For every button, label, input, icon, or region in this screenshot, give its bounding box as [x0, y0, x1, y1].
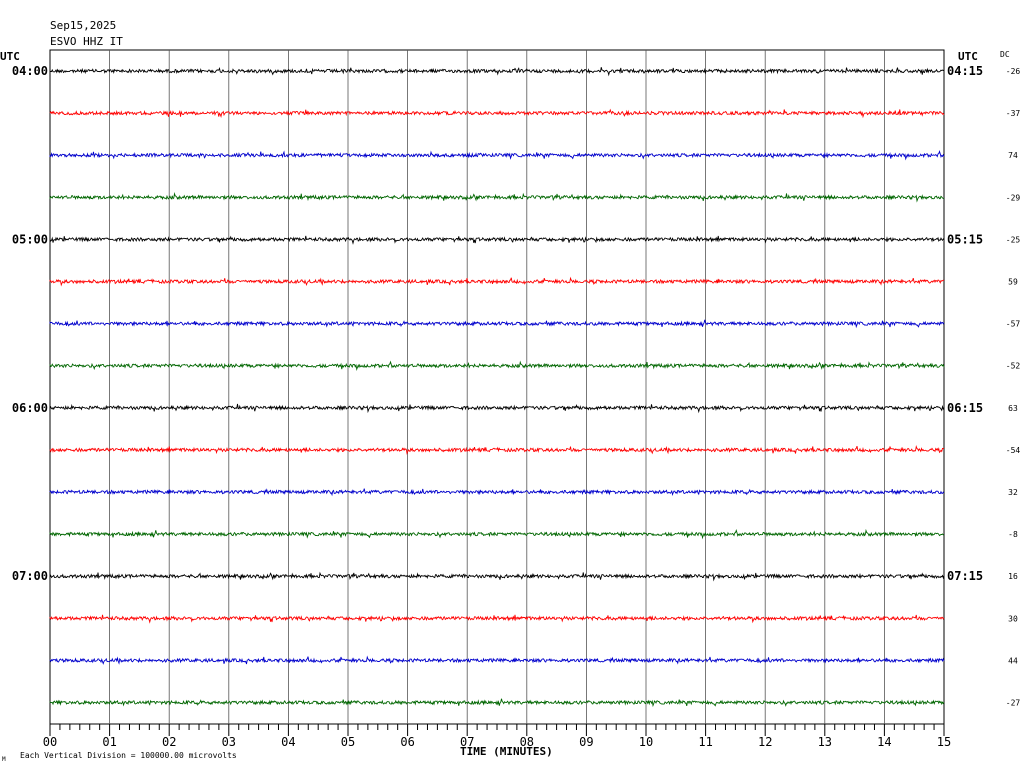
right-time-label: 07:15 [947, 569, 983, 583]
dc-offset-value: -37 [1006, 109, 1021, 118]
left-time-label: 05:00 [12, 232, 48, 246]
dc-offset-value: 63 [1008, 404, 1018, 413]
x-tick-label: 10 [639, 735, 653, 749]
dc-offset-value: -54 [1006, 446, 1021, 455]
x-axis-label: TIME (MINUTES) [460, 745, 553, 758]
dc-offset-value: -8 [1008, 530, 1018, 539]
left-utc-label: UTC [0, 50, 20, 63]
x-tick-label: 03 [222, 735, 236, 749]
x-tick-label: 06 [400, 735, 414, 749]
plot-frame [49, 49, 945, 725]
x-tick-label: 09 [579, 735, 593, 749]
left-time-label: 07:00 [12, 569, 48, 583]
dc-offset-value: -57 [1006, 320, 1021, 329]
x-tick-label: 01 [102, 735, 116, 749]
x-tick-label: 08 [520, 735, 534, 749]
seismic-trace [49, 319, 945, 329]
right-time-label: 04:15 [947, 64, 983, 78]
dc-offset-value: 30 [1008, 614, 1018, 623]
dc-offset-value: -27 [1006, 699, 1021, 708]
seismic-trace [49, 528, 945, 540]
right-time-label: 05:15 [947, 232, 983, 246]
x-tick-label: 00 [43, 735, 57, 749]
seismic-trace [49, 235, 945, 245]
dc-label: DC [1000, 50, 1010, 59]
x-tick-label: 11 [698, 735, 712, 749]
x-tick-label: 14 [877, 735, 891, 749]
seismic-trace [49, 276, 945, 287]
footer-mark: M [2, 756, 6, 763]
x-tick-label: 07 [460, 735, 474, 749]
seismic-trace [49, 488, 945, 497]
dc-offset-value: -29 [1006, 193, 1021, 202]
x-tick-label: 12 [758, 735, 772, 749]
right-time-label: 06:15 [947, 401, 983, 415]
seismic-trace [49, 444, 945, 455]
division-note: Each Vertical Division = 100000.00 micro… [20, 751, 237, 760]
dc-offset-value: -25 [1006, 235, 1021, 244]
dc-offset-value: -52 [1006, 362, 1021, 371]
station-label: ESVO HHZ IT [50, 35, 123, 48]
x-tick-label: 05 [341, 735, 355, 749]
dc-offset-value: -26 [1006, 67, 1021, 76]
seismic-trace [49, 698, 945, 708]
left-time-label: 04:00 [12, 64, 48, 78]
left-time-label: 06:00 [12, 401, 48, 415]
seismic-trace [49, 655, 945, 665]
dc-offset-value: 44 [1008, 656, 1018, 665]
seismic-trace [49, 67, 945, 77]
right-utc-label: UTC [958, 50, 978, 63]
x-tick-label: 04 [281, 735, 295, 749]
seismic-trace [49, 192, 945, 203]
x-tick-label: 02 [162, 735, 176, 749]
seismic-trace [49, 360, 945, 372]
header-date: Sep15,2025 [50, 19, 117, 32]
dc-offset-value: 16 [1008, 572, 1018, 581]
seismic-trace [49, 571, 945, 582]
dc-offset-value: 59 [1008, 278, 1018, 287]
x-tick-label: 15 [937, 735, 951, 749]
dc-offset-value: 74 [1008, 151, 1018, 160]
seismic-trace [49, 403, 945, 414]
seismic-trace [49, 614, 945, 624]
x-tick-label: 13 [818, 735, 832, 749]
seismic-trace [49, 150, 945, 161]
seismic-trace [49, 108, 945, 119]
dc-offset-value: 32 [1008, 488, 1018, 497]
